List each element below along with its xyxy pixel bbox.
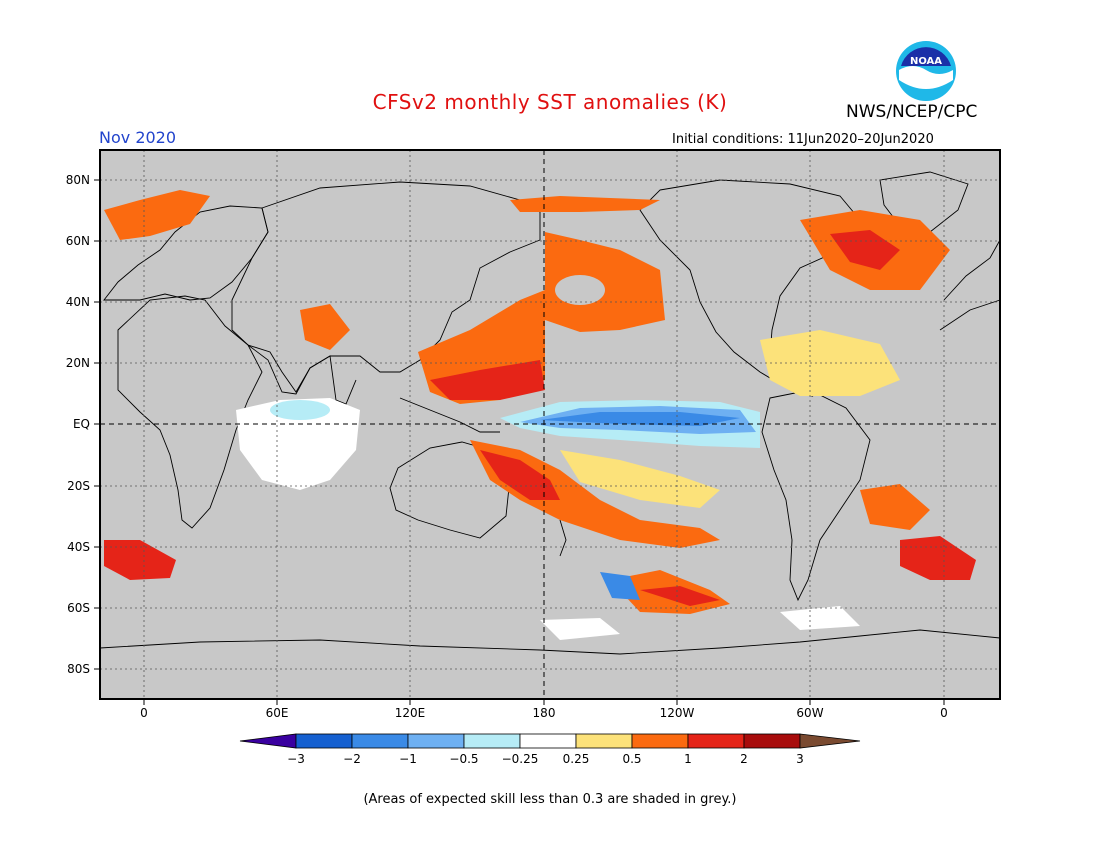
colorbar-label: −1 [399,752,417,766]
colorbar-bin [687,733,745,749]
chart-title: CFSv2 monthly SST anomalies (K) [372,90,728,114]
colorbar-bin [631,733,689,749]
colorbar-label: −0.25 [502,752,539,766]
sst-anomaly-patches [104,190,976,640]
lat-label: 40N [66,295,90,309]
initial-conditions-label: Initial conditions: 11Jun2020–20Jun2020 [672,132,934,147]
lon-label: 0 [140,706,148,720]
lon-label: 0 [940,706,948,720]
noaa-logo-text: NOAA [910,56,942,67]
colorbar-label: 0.25 [563,752,590,766]
lat-label: 40S [67,540,90,554]
colorbar-bin [463,733,521,749]
lon-label: 60E [266,706,289,720]
colorbar-bin [743,733,801,749]
organization-label: NWS/NCEP/CPC [846,102,978,122]
lat-label: 80N [66,173,90,187]
lon-label: 180 [533,706,556,720]
lon-label: 120E [395,706,426,720]
lat-label: 20N [66,356,90,370]
colorbar-label: 1 [684,752,692,766]
colorbar-label: −3 [287,752,305,766]
noaa-logo: NOAA [896,41,956,101]
longitude-labels: 0 60E 120E 180 120W 60W 0 [140,706,948,720]
colorbar-label: −2 [343,752,361,766]
colorbar-bin [295,733,353,749]
lat-label: 20S [67,479,90,493]
colorbar-label: 2 [740,752,748,766]
skill-footnote: (Areas of expected skill less than 0.3 a… [363,792,737,807]
tick-marks [94,179,945,705]
colorbar-bin [575,733,633,749]
colorbar-label: 0.5 [622,752,641,766]
valid-month-label: Nov 2020 [99,128,177,147]
colorbar-label: −0.5 [449,752,478,766]
lon-label: 60W [796,706,823,720]
gridlines [100,150,1000,699]
lat-label: 60N [66,234,90,248]
colorbar-arrow-low [239,733,297,749]
colorbar-bin [407,733,465,749]
colorbar: −3 −2 −1 −0.5 −0.25 0.25 0.5 1 2 3 [239,733,861,766]
lat-label: 80S [67,662,90,676]
colorbar-bin [519,733,577,749]
colorbar-label: 3 [796,752,804,766]
colorbar-bin [351,733,409,749]
lat-label: 60S [67,601,90,615]
colorbar-arrow-high [799,733,861,749]
lon-label: 120W [660,706,695,720]
latitude-labels: 80N 60N 40N 20N EQ 20S 40S 60S 80S [66,173,90,676]
lat-label: EQ [73,417,90,431]
